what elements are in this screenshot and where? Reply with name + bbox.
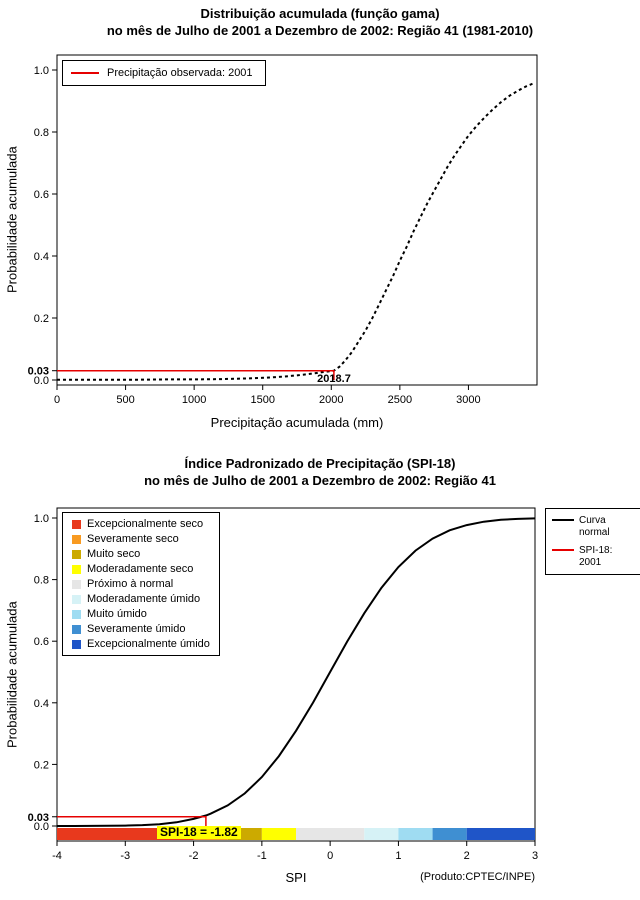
- y-axis-tick-label: 0.0: [34, 375, 49, 387]
- observed-precipitation-annotation: 2018.7: [317, 373, 351, 385]
- y-axis-tick-label: 0.4: [34, 698, 49, 710]
- y-axis-tick-label: 0.4: [34, 251, 49, 263]
- category-legend-label: Moderadamente seco: [87, 563, 194, 575]
- y-axis-tick-label: 0.03: [28, 366, 49, 378]
- category-color-swatch: [72, 639, 81, 649]
- line-legend-item: Curva normal: [552, 515, 636, 538]
- y-axis-tick-label: 0.2: [34, 759, 49, 771]
- category-legend-item: Muito úmido: [72, 608, 210, 620]
- category-color-swatch: [72, 579, 81, 589]
- category-color-swatch: [72, 624, 81, 634]
- y-axis-tick-label: 0.2: [34, 313, 49, 325]
- x-axis-label: SPI: [285, 870, 307, 885]
- spi-lines-legend: Curva normal SPI-18: 2001: [545, 508, 640, 575]
- category-legend-label: Próximo à normal: [87, 578, 174, 590]
- x-axis-tick-label: 2: [464, 850, 470, 862]
- spi-categories-legend: Excepcionalmente seco Severamente seco Mui…: [62, 512, 220, 656]
- category-legend-item: Severamente seco: [72, 533, 210, 545]
- category-color-swatch: [72, 594, 81, 604]
- x-axis-tick-label: -4: [52, 850, 62, 862]
- line-legend-item: SPI-18: 2001: [552, 545, 636, 568]
- legend-label: Precipitação observada: 2001: [107, 67, 253, 79]
- plot-border: [56, 54, 538, 386]
- category-color-swatch: [72, 564, 81, 574]
- category-legend-item: Excepcionalmente úmido: [72, 638, 210, 650]
- spi-observed-line: [57, 816, 207, 826]
- chart-subtitle: no mês de Julho de 2001 a Dezembro de 20…: [144, 473, 496, 488]
- plot-border: [56, 507, 536, 842]
- x-axis-tick-label: -2: [189, 850, 199, 862]
- y-axis-tick-label: 1.0: [34, 513, 49, 525]
- gamma-cdf-curve: [57, 82, 535, 381]
- category-legend-item: Muito seco: [72, 548, 210, 560]
- spi-value-annotation: SPI-18 = -1.82: [157, 826, 241, 839]
- category-color-swatch: [72, 609, 81, 619]
- x-axis-tick-label: 2000: [319, 394, 343, 406]
- category-color-swatch: [72, 519, 81, 529]
- gamma-distribution-chart: Distribuição acumulada (função gama) no …: [5, 6, 538, 430]
- x-axis-tick-label: 1: [395, 850, 401, 862]
- category-legend-label: Muito úmido: [87, 608, 147, 620]
- y-axis-tick-label: 0.6: [34, 189, 49, 201]
- x-axis-tick-label: 1500: [250, 394, 274, 406]
- y-axis-tick-label: 0.8: [34, 575, 49, 587]
- x-axis-tick-label: 1000: [182, 394, 206, 406]
- category-color-swatch: [72, 534, 81, 544]
- category-legend-item: Excepcionalmente seco: [72, 518, 210, 530]
- category-legend-label: Moderadamente úmido: [87, 593, 201, 605]
- x-axis-tick-label: 0: [54, 394, 60, 406]
- x-axis-tick-label: 0: [327, 850, 333, 862]
- x-axis-tick-label: -1: [257, 850, 267, 862]
- category-legend-label: Muito seco: [87, 548, 141, 560]
- observed-line-swatch: [71, 72, 99, 74]
- y-axis-tick-label: 0.8: [34, 127, 49, 139]
- x-axis-tick-label: 500: [116, 394, 134, 406]
- chart-title: Distribuição acumulada (função gama): [200, 6, 440, 21]
- category-bar-segment: [398, 828, 433, 840]
- gamma-plot-canvas: 0.00.03 0.2 0.4 0.6 0.8 1.0 0 500 1000 1500 2000 25…: [28, 54, 538, 406]
- spi-chart: Índice Padronizado de Precipitação (SPI-…: [0, 450, 640, 900]
- category-legend-item: Severamente úmido: [72, 623, 210, 635]
- x-axis-tick-label: 3000: [456, 394, 480, 406]
- category-bar-segment: [261, 828, 296, 840]
- line-legend-swatch: [552, 549, 574, 551]
- category-bar-segment: [466, 828, 535, 840]
- category-bar-segment: [432, 828, 467, 840]
- normal-cdf-curve: [57, 517, 536, 827]
- line-legend-label: SPI-18: 2001: [579, 545, 613, 568]
- line-legend-swatch: [552, 519, 574, 521]
- y-axis-tick-label: 0.03: [28, 812, 49, 824]
- category-legend-item: Moderadamente seco: [72, 563, 210, 575]
- category-color-swatch: [72, 549, 81, 559]
- chart-title: Índice Padronizado de Precipitação (SPI-…: [184, 456, 456, 471]
- x-axis-tick-label: 2500: [388, 394, 412, 406]
- observed-precipitation-line: [57, 369, 335, 380]
- y-axis-tick-label: 0.0: [34, 821, 49, 833]
- x-axis-label: Precipitação acumulada (mm): [210, 415, 384, 430]
- category-bar-segment: [364, 828, 399, 840]
- category-legend-label: Severamente seco: [87, 533, 179, 545]
- category-legend-label: Excepcionalmente seco: [87, 518, 204, 530]
- source-credit: (Produto:CPTEC/INPE): [420, 871, 535, 883]
- y-axis-tick-label: 0.6: [34, 636, 49, 648]
- category-legend-item: Próximo à normal: [72, 578, 210, 590]
- category-legend-item: Moderadamente úmido: [72, 593, 210, 605]
- chart-subtitle: no mês de Julho de 2001 a Dezembro de 20…: [106, 23, 534, 38]
- category-legend-label: Excepcionalmente úmido: [87, 638, 210, 650]
- observed-precipitation-legend: Precipitação observada: 2001: [62, 60, 266, 86]
- x-axis-tick-label: -3: [120, 850, 130, 862]
- category-bar-segment: [296, 828, 365, 840]
- y-axis-tick-label: 1.0: [34, 65, 49, 77]
- line-legend-label: Curva normal: [579, 515, 610, 538]
- category-legend-label: Severamente úmido: [87, 623, 186, 635]
- x-axis-tick-label: 3: [532, 850, 538, 862]
